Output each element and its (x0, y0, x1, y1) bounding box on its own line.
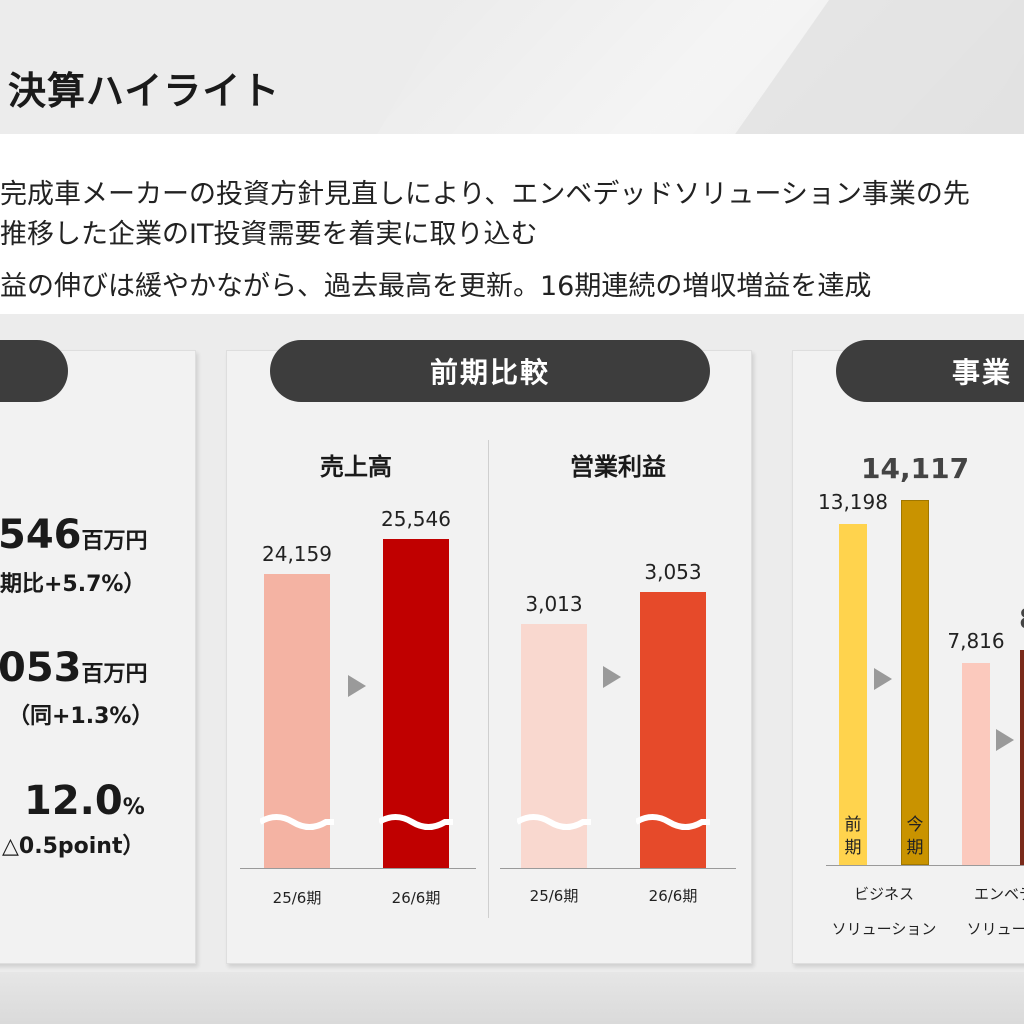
bar-value-label: 3,053 (644, 560, 702, 584)
segment-category-label: ビジネス (853, 885, 914, 903)
margin-kpi-value: 12.0 (24, 778, 123, 824)
x-axis-label: 26/6期 (648, 887, 698, 905)
curr-period-label-2: 期 (906, 838, 924, 858)
op-kpi-unit: 百万円 (81, 662, 148, 687)
comparison-pill: 前期比較 (270, 340, 710, 402)
footer-band (0, 972, 1024, 1024)
segment-value-label: 7,816 (947, 628, 1005, 653)
summary-box: 完成車メーカーの投資方針見直しにより、エンベデッドソリューション事業の先 推移し… (0, 134, 1024, 314)
segment-bar (962, 662, 990, 865)
axis-break-mark (379, 814, 453, 830)
segment-pill: 事業 (836, 340, 1024, 402)
segment-category-label: エンベデ (973, 885, 1024, 903)
segment-category-label: ソリューション (831, 920, 937, 938)
segment-value-label: 14,117 (861, 452, 970, 485)
sales-kpi-change: 期比+5.7%） (0, 572, 146, 597)
margin-kpi: 12.0% (24, 778, 145, 824)
segment-bar (1020, 650, 1024, 865)
segment-emb-arrow-icon (996, 729, 1014, 751)
axis-break-mark (260, 814, 334, 830)
sales-section-title: 売上高 (320, 453, 392, 481)
kpi-panel (0, 350, 196, 964)
sales-kpi-value: 546 (0, 512, 82, 558)
kpi-panel-pill (0, 340, 68, 402)
margin-kpi-unit: % (122, 795, 145, 820)
sales-kpi: 546百万円 (0, 512, 148, 558)
prev-period-label: 前 (844, 815, 862, 835)
page-title: 決算ハイライト (8, 69, 281, 113)
margin-kpi-change: △0.5point） (2, 834, 145, 859)
op-kpi-value: 053 (0, 645, 82, 691)
sales-baseline (240, 868, 476, 869)
prev-period-label-2: 期 (844, 838, 862, 858)
sales-arrow-icon (348, 675, 366, 697)
x-axis-label: 25/6期 (529, 887, 579, 905)
segment-value-label: 13,198 (818, 489, 888, 514)
op-kpi-change: （同+1.3%） (8, 704, 154, 729)
summary-line-1: 完成車メーカーの投資方針見直しにより、エンベデッドソリューション事業の先 (0, 179, 970, 210)
segment-baseline (826, 865, 1024, 866)
bar-value-label: 25,546 (381, 507, 451, 531)
axis-break-mark (517, 814, 591, 830)
bar-26/6期 (383, 539, 449, 868)
x-axis-label: 25/6期 (272, 889, 322, 907)
curr-period-label: 今 (906, 815, 924, 835)
summary-line-2: 推移した企業のIT投資需要を着実に取り込む (0, 219, 538, 250)
segment-category-label: ソリューシ (966, 920, 1024, 938)
sales-kpi-unit: 百万円 (81, 529, 148, 554)
section-divider (488, 440, 489, 918)
op-kpi: 053百万円 (0, 645, 148, 691)
op-section-title: 営業利益 (570, 453, 666, 481)
bar-value-label: 24,159 (262, 542, 332, 566)
op-arrow-icon (603, 666, 621, 688)
summary-line-3: 益の伸びは緩やかながら、過去最高を更新。16期連続の増収増益を達成 (0, 271, 872, 302)
segment-biz-arrow-icon (874, 668, 892, 690)
segment-bar (901, 500, 929, 865)
segment-value-label: 8, (980, 602, 1024, 635)
op-baseline (500, 868, 736, 869)
axis-break-mark (636, 814, 710, 830)
segment-bar (839, 523, 867, 865)
x-axis-label: 26/6期 (391, 889, 441, 907)
bar-value-label: 3,013 (525, 592, 583, 616)
